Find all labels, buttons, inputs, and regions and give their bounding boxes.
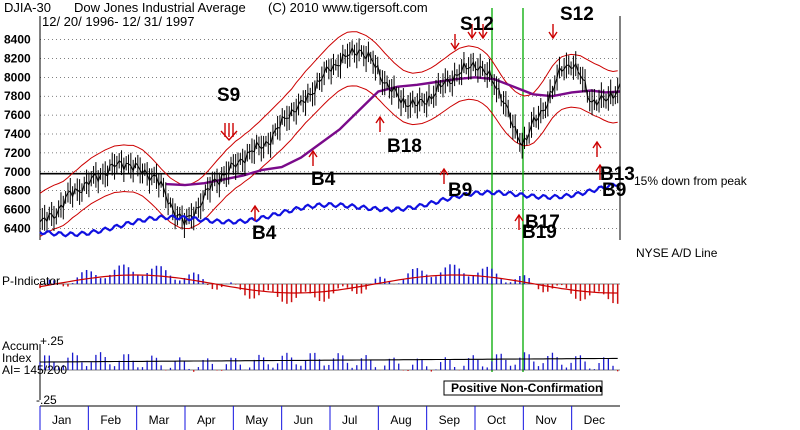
y-gridlines	[40, 39, 620, 229]
price-line	[39, 46, 621, 228]
month-label: Jun	[294, 413, 313, 427]
month-axis: Jan Feb Mar Apr May Jun Jul Aug Sep Oct Nov Dec	[39, 406, 605, 430]
sell-arrow-s9	[220, 123, 238, 142]
p-indicator-label: P-Indicator	[2, 274, 60, 288]
non-confirmation-box	[443, 380, 603, 396]
fifteen-percent-label: 15% down from peak	[634, 174, 748, 188]
month-label: Oct	[487, 413, 506, 427]
month-label: Aug	[390, 413, 411, 427]
y-tick-label: 8400	[4, 32, 31, 46]
y-tick-label: 7400	[4, 127, 31, 141]
signal-b4-apr: B4	[252, 223, 277, 244]
accum-average	[40, 357, 618, 363]
month-label: Mar	[149, 413, 170, 427]
accum-upper-tick: +.25	[40, 334, 64, 348]
signal-b18: B18	[387, 136, 422, 157]
y-tick-label: 8200	[4, 51, 31, 65]
buy-arrows	[250, 115, 605, 230]
y-tick-label: 6800	[4, 184, 31, 198]
chart-title: Dow Jones Industrial Average	[74, 0, 246, 15]
y-tick-label: 7200	[4, 146, 31, 160]
y-tick-label: 6400	[4, 222, 31, 236]
accum-histogram	[39, 352, 619, 372]
accum-lower-tick: -.25	[36, 393, 57, 407]
copyright-label: (C) 2010 www.tigersoft.com	[268, 0, 428, 15]
y-tick-label: 8000	[4, 70, 31, 84]
accum-ai-reading: AI= 145/200	[2, 363, 67, 377]
sell-arrow-s12-oct	[450, 24, 488, 51]
accum-label-line2: Index	[2, 351, 31, 365]
y-tick-labels: 6400 6600 6800 7000 7200 7400 7600 7800 8000 8200…	[4, 32, 31, 235]
symbol-label: DJIA-30	[4, 0, 51, 15]
non-confirmation-label: Positive Non-Confirmation	[451, 381, 602, 395]
signal-b9-dec: B9	[602, 180, 626, 201]
sell-arrow-s12-nov	[548, 24, 558, 40]
signal-b13: B13	[600, 164, 635, 185]
month-label: Feb	[100, 413, 121, 427]
p-indicator-average	[39, 274, 618, 294]
month-label: May	[245, 413, 268, 427]
signal-b17: B17	[525, 212, 560, 233]
upper-band	[39, 31, 618, 194]
month-label: Nov	[535, 413, 556, 427]
month-label: Jul	[342, 413, 357, 427]
accum-label-line1: Accum	[2, 339, 39, 353]
y-tick-label: 7000	[4, 165, 31, 179]
month-label: Dec	[584, 413, 605, 427]
signal-s12-nov: S12	[560, 4, 594, 25]
y-tick-label: 7600	[4, 108, 31, 122]
signal-arrows	[220, 24, 605, 230]
price-bars	[39, 38, 621, 239]
ad-line	[39, 182, 621, 238]
y-tick-label: 7800	[4, 89, 31, 103]
month-label: Sep	[439, 413, 461, 427]
signal-b9-sep: B9	[448, 180, 472, 201]
month-label: Apr	[197, 413, 216, 427]
y-tick-label: 6600	[4, 203, 31, 217]
signal-s12-oct: S12	[460, 14, 494, 35]
signal-b19: B19	[522, 222, 557, 243]
month-label: Jan	[52, 413, 71, 427]
signal-b4-may: B4	[311, 169, 336, 190]
date-range: 12/ 20/ 1996- 12/ 31/ 1997	[42, 14, 195, 29]
ad-line-label: NYSE A/D Line	[636, 246, 718, 260]
signal-s9: S9	[217, 85, 240, 106]
